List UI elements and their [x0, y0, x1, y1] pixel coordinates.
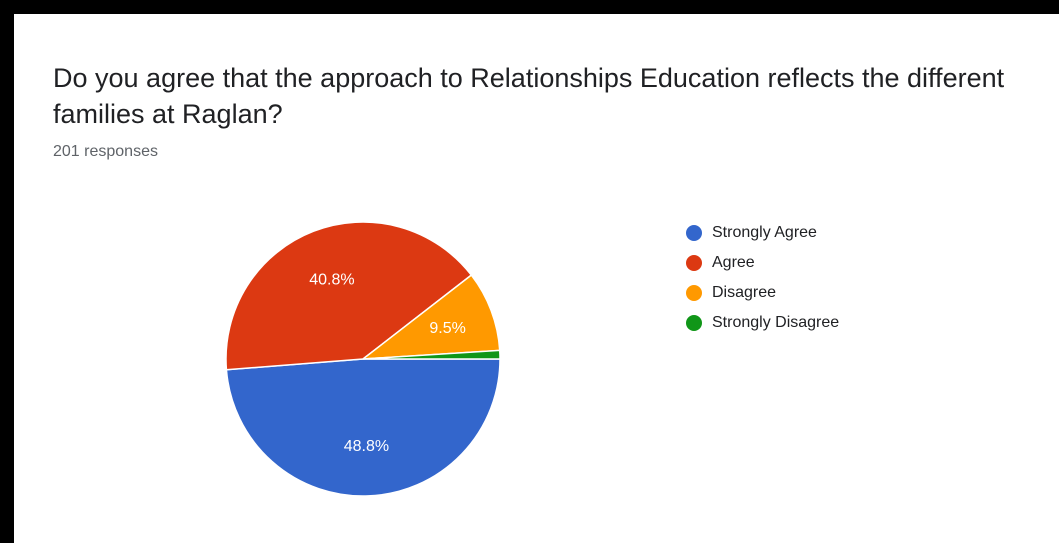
legend-label: Disagree	[712, 284, 777, 301]
legend-label: Agree	[712, 254, 755, 271]
question-title: Do you agree that the approach to Relati…	[53, 63, 1005, 129]
legend-swatch	[686, 225, 702, 241]
pie-slice-strongly-agree	[225, 358, 501, 497]
pie-slices	[225, 221, 501, 497]
legend-label: Strongly Disagree	[712, 314, 840, 331]
legend-swatch	[686, 285, 702, 301]
pie-slice-strongly-disagree	[362, 349, 501, 360]
pie-chart: 48.8% 40.8% 9.5%	[225, 221, 501, 497]
form-summary-card: Do you agree that the approach to Relati…	[14, 14, 1059, 543]
slice-data-label: 48.8%	[344, 438, 389, 455]
slice-data-label: 9.5%	[429, 320, 465, 337]
slice-data-label: 40.8%	[309, 272, 354, 289]
pie-slice-agree	[225, 221, 473, 371]
legend-swatch	[686, 315, 702, 331]
pie-slice-labels: 48.8% 40.8% 9.5%	[309, 272, 466, 456]
legend-label: Strongly Agree	[712, 224, 817, 241]
response-count: 201 responses	[53, 143, 158, 160]
pie-slice-disagree	[360, 274, 501, 360]
legend-swatch	[686, 255, 702, 271]
